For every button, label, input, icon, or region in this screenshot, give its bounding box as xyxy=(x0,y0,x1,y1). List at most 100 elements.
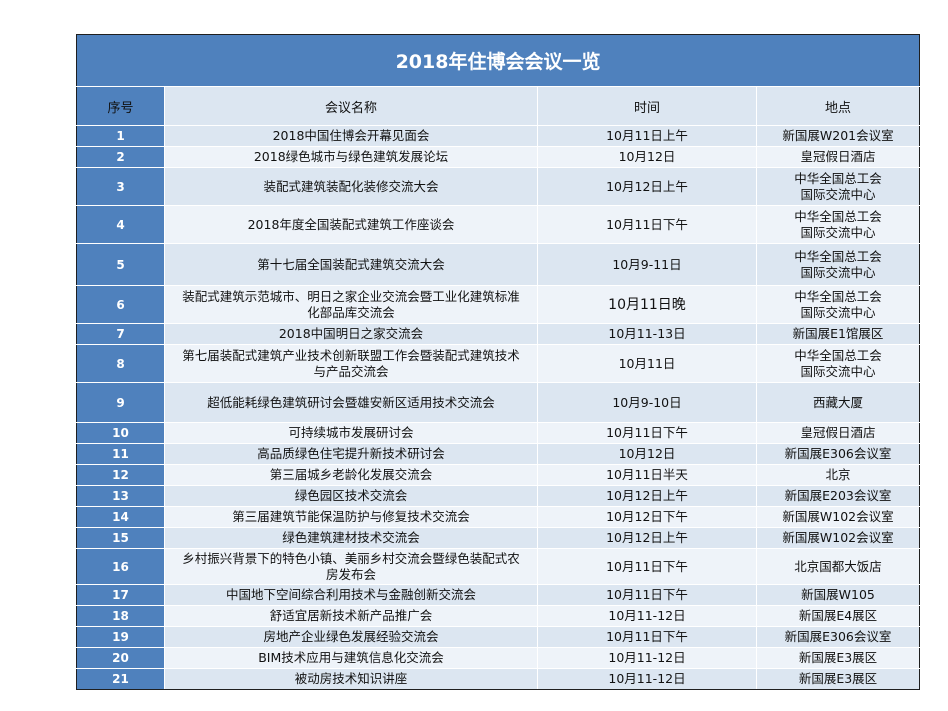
table-row: 2 2018绿色城市与绿色建筑发展论坛 10月12日 皇冠假日酒店 xyxy=(76,146,921,168)
row-place: 中华全国总工会 国际交流中心 xyxy=(755,344,921,383)
row-index: 5 xyxy=(76,243,165,286)
row-index: 21 xyxy=(76,668,165,690)
row-place: 新国展E203会议室 xyxy=(755,485,921,507)
row-time: 10月12日上午 xyxy=(537,527,757,549)
row-place: 皇冠假日酒店 xyxy=(755,146,921,168)
row-name: 2018中国住博会开幕见面会 xyxy=(164,125,538,147)
row-name: 第七届装配式建筑产业技术创新联盟工作会暨装配式建筑技术与产品交流会 xyxy=(164,344,538,383)
conference-table: 2018年住博会会议一览 序号 会议名称 时间 地点 1 2018中国住博会开幕见… xyxy=(75,34,921,690)
row-place: 皇冠假日酒店 xyxy=(755,422,921,444)
row-place: 中华全国总工会 国际交流中心 xyxy=(755,285,921,324)
row-name: 第三届建筑节能保温防护与修复技术交流会 xyxy=(164,506,538,528)
row-index: 19 xyxy=(76,626,165,648)
table-row: 5 第十七届全国装配式建筑交流大会 10月9-11日 中华全国总工会 国际交流中心 xyxy=(76,243,921,286)
table-row: 16 乡村振兴背景下的特色小镇、美丽乡村交流会暨绿色装配式农房发布会 10月11日下… xyxy=(76,548,921,585)
row-name: 可持续城市发展研讨会 xyxy=(164,422,538,444)
row-index: 14 xyxy=(76,506,165,528)
row-time: 10月11日 xyxy=(537,344,757,383)
row-time: 10月12日 xyxy=(537,443,757,465)
header-row: 序号 会议名称 时间 地点 xyxy=(76,86,921,126)
row-index: 6 xyxy=(76,285,165,324)
row-place: 新国展W201会议室 xyxy=(755,125,921,147)
row-name: 中国地下空间综合利用技术与金融创新交流会 xyxy=(164,584,538,606)
row-time: 10月9-11日 xyxy=(537,243,757,286)
row-index: 15 xyxy=(76,527,165,549)
row-name: 舒适宜居新技术新产品推广会 xyxy=(164,605,538,627)
header-place: 地点 xyxy=(755,86,921,126)
row-time: 10月11-12日 xyxy=(537,605,757,627)
row-name: 2018中国明日之家交流会 xyxy=(164,323,538,345)
row-time: 10月11-12日 xyxy=(537,647,757,669)
row-place: 新国展E4展区 xyxy=(755,605,921,627)
row-place: 新国展W102会议室 xyxy=(755,506,921,528)
row-name: 绿色建筑建材技术交流会 xyxy=(164,527,538,549)
table-row: 12 第三届城乡老龄化发展交流会 10月11日半天 北京 xyxy=(76,464,921,486)
row-time: 10月11-13日 xyxy=(537,323,757,345)
row-time: 10月11日下午 xyxy=(537,626,757,648)
row-place: 新国展E3展区 xyxy=(755,668,921,690)
row-index: 20 xyxy=(76,647,165,669)
row-time: 10月11日上午 xyxy=(537,125,757,147)
row-index: 13 xyxy=(76,485,165,507)
row-name: BIM技术应用与建筑信息化交流会 xyxy=(164,647,538,669)
row-place: 新国展W102会议室 xyxy=(755,527,921,549)
table-row: 8 第七届装配式建筑产业技术创新联盟工作会暨装配式建筑技术与产品交流会 10月11日… xyxy=(76,344,921,383)
row-time: 10月12日上午 xyxy=(537,485,757,507)
row-time: 10月11日半天 xyxy=(537,464,757,486)
row-index: 3 xyxy=(76,167,165,206)
table-row: 17 中国地下空间综合利用技术与金融创新交流会 10月11日下午 新国展W105 xyxy=(76,584,921,606)
row-index: 18 xyxy=(76,605,165,627)
table-row: 4 2018年度全国装配式建筑工作座谈会 10月11日下午 中华全国总工会 国际交流中心 xyxy=(76,205,921,244)
row-name: 2018年度全国装配式建筑工作座谈会 xyxy=(164,205,538,244)
row-index: 10 xyxy=(76,422,165,444)
row-time: 10月11日晚 xyxy=(537,285,757,324)
table-row: 1 2018中国住博会开幕见面会 10月11日上午 新国展W201会议室 xyxy=(76,125,921,147)
row-index: 2 xyxy=(76,146,165,168)
row-time: 10月12日上午 xyxy=(537,167,757,206)
row-index: 17 xyxy=(76,584,165,606)
row-place: 新国展E3展区 xyxy=(755,647,921,669)
table-row: 15 绿色建筑建材技术交流会 10月12日上午 新国展W102会议室 xyxy=(76,527,921,549)
row-index: 9 xyxy=(76,382,165,423)
row-index: 11 xyxy=(76,443,165,465)
table-row: 14 第三届建筑节能保温防护与修复技术交流会 10月12日下午 新国展W102会议室 xyxy=(76,506,921,528)
row-place: 中华全国总工会 国际交流中心 xyxy=(755,167,921,206)
row-name: 超低能耗绿色建筑研讨会暨雄安新区适用技术交流会 xyxy=(164,382,538,423)
row-name: 第三届城乡老龄化发展交流会 xyxy=(164,464,538,486)
row-time: 10月11日下午 xyxy=(537,422,757,444)
row-place: 中华全国总工会 国际交流中心 xyxy=(755,243,921,286)
table-row: 20 BIM技术应用与建筑信息化交流会 10月11-12日 新国展E3展区 xyxy=(76,647,921,669)
row-time: 10月11日下午 xyxy=(537,205,757,244)
table-row: 7 2018中国明日之家交流会 10月11-13日 新国展E1馆展区 xyxy=(76,323,921,345)
row-index: 4 xyxy=(76,205,165,244)
row-place: 中华全国总工会 国际交流中心 xyxy=(755,205,921,244)
row-index: 1 xyxy=(76,125,165,147)
table-row: 13 绿色园区技术交流会 10月12日上午 新国展E203会议室 xyxy=(76,485,921,507)
row-time: 10月12日 xyxy=(537,146,757,168)
row-index: 7 xyxy=(76,323,165,345)
row-time: 10月11日下午 xyxy=(537,548,757,585)
row-place: 西藏大厦 xyxy=(755,382,921,423)
row-time: 10月12日下午 xyxy=(537,506,757,528)
row-name: 2018绿色城市与绿色建筑发展论坛 xyxy=(164,146,538,168)
header-name: 会议名称 xyxy=(164,86,538,126)
table-row: 21 被动房技术知识讲座 10月11-12日 新国展E3展区 xyxy=(76,668,921,690)
table-title: 2018年住博会会议一览 xyxy=(75,34,921,87)
row-name: 乡村振兴背景下的特色小镇、美丽乡村交流会暨绿色装配式农房发布会 xyxy=(164,548,538,585)
row-name: 第十七届全国装配式建筑交流大会 xyxy=(164,243,538,286)
row-index: 16 xyxy=(76,548,165,585)
row-time: 10月11-12日 xyxy=(537,668,757,690)
row-index: 8 xyxy=(76,344,165,383)
row-name: 装配式建筑示范城市、明日之家企业交流会暨工业化建筑标准化部品库交流会 xyxy=(164,285,538,324)
row-place: 新国展E306会议室 xyxy=(755,443,921,465)
row-index: 12 xyxy=(76,464,165,486)
table-row: 18 舒适宜居新技术新产品推广会 10月11-12日 新国展E4展区 xyxy=(76,605,921,627)
row-name: 装配式建筑装配化装修交流大会 xyxy=(164,167,538,206)
table-row: 10 可持续城市发展研讨会 10月11日下午 皇冠假日酒店 xyxy=(76,422,921,444)
header-time: 时间 xyxy=(537,86,757,126)
row-place: 新国展E306会议室 xyxy=(755,626,921,648)
row-place: 北京国都大饭店 xyxy=(755,548,921,585)
row-name: 高品质绿色住宅提升新技术研讨会 xyxy=(164,443,538,465)
row-name: 房地产企业绿色发展经验交流会 xyxy=(164,626,538,648)
table-row: 9 超低能耗绿色建筑研讨会暨雄安新区适用技术交流会 10月9-10日 西藏大厦 xyxy=(76,382,921,423)
